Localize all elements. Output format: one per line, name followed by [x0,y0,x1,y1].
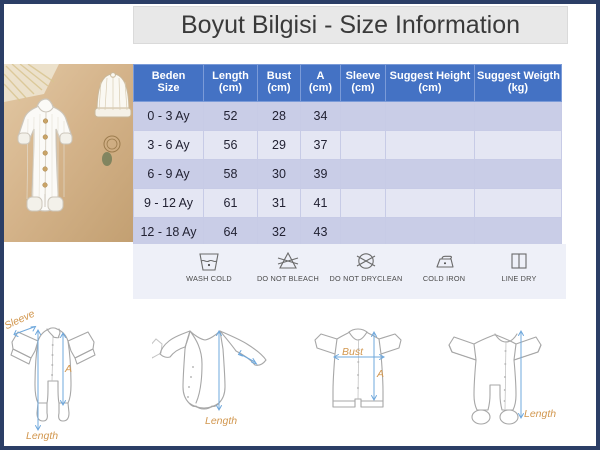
svg-text:A: A [376,368,384,380]
svg-text:Length: Length [26,430,58,442]
svg-text:A: A [64,363,72,375]
svg-text:Length: Length [524,408,556,420]
svg-text:Length: Length [205,415,237,427]
svg-text:Sleeve: Sleeve [4,309,37,332]
svg-text:Bust: Bust [342,346,364,358]
